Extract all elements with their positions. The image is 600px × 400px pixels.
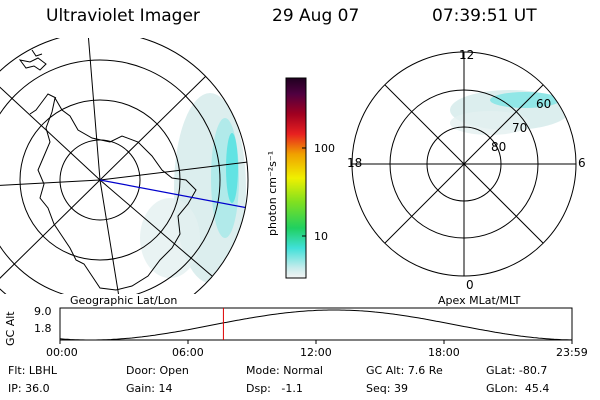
gcalt-value: 7.6 Re xyxy=(407,364,443,377)
magnetic-polar-plot xyxy=(351,51,577,277)
mlt-spokes xyxy=(352,52,576,276)
filter-value: LBHL xyxy=(28,364,57,377)
app-title: Ultraviolet Imager xyxy=(46,6,200,26)
x-tick-2359: 23:59 xyxy=(556,346,588,359)
colorbar-gradient xyxy=(285,77,307,279)
altitude-curve xyxy=(59,309,572,341)
time-label: 07:39:51 UT xyxy=(432,6,537,26)
colorbar-tick-100: 100 xyxy=(314,142,335,155)
ip-info: IP: 36.0 xyxy=(8,382,50,395)
mlat-label-80: 80 xyxy=(491,140,507,154)
date-label: 29 Aug 07 xyxy=(272,6,360,26)
mlt-label-6: 6 xyxy=(578,156,586,170)
sun-direction-line xyxy=(99,179,248,209)
ip-value: 36.0 xyxy=(25,382,50,395)
glat-value: -80.7 xyxy=(518,364,548,377)
altitude-plot xyxy=(59,307,573,344)
mlt-label-18: 18 xyxy=(347,156,363,170)
altitude-plot-frame xyxy=(59,307,573,341)
x-tick-0000: 00:00 xyxy=(46,346,78,359)
antarctica-coastline xyxy=(37,96,197,291)
map-outer-circle xyxy=(0,38,249,294)
mlt-label-0: 0 xyxy=(466,278,474,292)
colorbar xyxy=(285,77,307,279)
x-tick-1200: 12:00 xyxy=(300,346,332,359)
glon-info: GLon: 45.4 xyxy=(486,382,550,395)
mlt-label-12: 12 xyxy=(459,48,475,62)
gcalt-info: GC Alt: 7.6 Re xyxy=(366,364,443,377)
mode-value: Normal xyxy=(283,364,323,377)
meridian-lines xyxy=(0,38,248,294)
alt-tick-9: 9.0 xyxy=(34,305,52,318)
x-tick-1800: 18:00 xyxy=(428,346,460,359)
coastline-fragment-icon xyxy=(18,49,47,71)
dsp-value: -1.1 xyxy=(281,382,303,395)
glon-value: 45.4 xyxy=(524,382,550,395)
filter-info: Flt: LBHL xyxy=(8,364,57,377)
peninsula-coastline xyxy=(29,93,57,115)
lat-circle-middle xyxy=(19,99,181,261)
door-info: Door: Open xyxy=(126,364,189,377)
glat-info: GLat: -80.7 xyxy=(486,364,548,377)
dsp-info: Dsp: -1.1 xyxy=(246,382,303,395)
left-map-caption: Geographic Lat/Lon xyxy=(70,294,178,307)
geographic-map xyxy=(0,38,249,294)
x-tick-0600: 06:00 xyxy=(172,346,204,359)
mlat-label-60: 60 xyxy=(536,97,552,111)
seq-value: 39 xyxy=(393,382,408,395)
lat-circle-outer xyxy=(0,59,221,294)
altitude-ylabel: GC Alt xyxy=(4,311,17,346)
gain-value: 14 xyxy=(158,382,173,395)
gain-info: Gain: 14 xyxy=(126,382,173,395)
colorbar-unit-label: photon cm⁻²s⁻¹ xyxy=(266,150,279,236)
right-plot-caption: Apex MLat/MLT xyxy=(438,294,521,307)
aurora-emission-left xyxy=(140,93,246,283)
colorbar-tick-10: 10 xyxy=(314,230,328,243)
mode-info: Mode: Normal xyxy=(246,364,323,377)
seq-info: Seq: 39 xyxy=(366,382,408,395)
alt-tick-1-8: 1.8 xyxy=(34,322,52,335)
door-value: Open xyxy=(159,364,189,377)
mlat-label-70: 70 xyxy=(512,121,528,135)
